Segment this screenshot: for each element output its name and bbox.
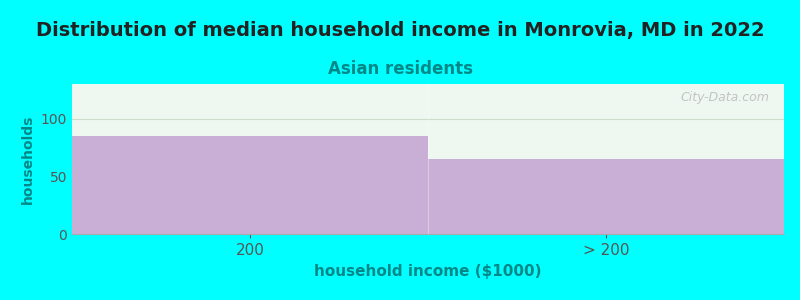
Bar: [72, 136, 428, 234]
X-axis label: household income ($1000): household income ($1000): [314, 264, 542, 279]
Y-axis label: households: households: [22, 114, 35, 204]
Text: Distribution of median household income in Monrovia, MD in 2022: Distribution of median household income …: [36, 21, 764, 40]
Bar: [428, 159, 784, 234]
Text: City-Data.com: City-Data.com: [681, 92, 770, 104]
Text: Asian residents: Asian residents: [327, 60, 473, 78]
